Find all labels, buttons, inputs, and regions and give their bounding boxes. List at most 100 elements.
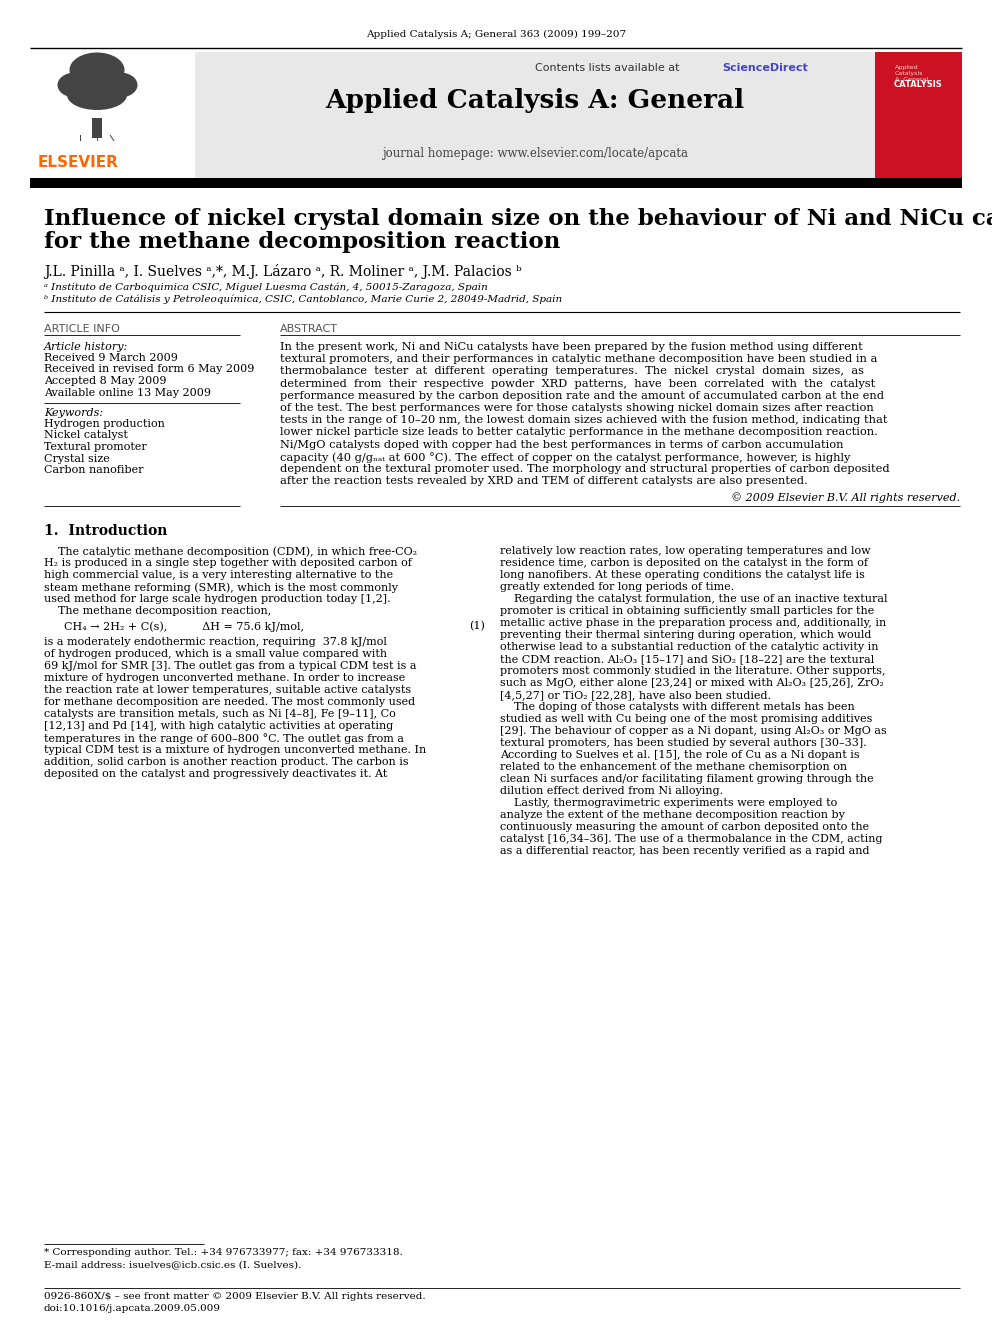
Text: Accepted 8 May 2009: Accepted 8 May 2009 xyxy=(44,376,167,386)
Text: CATALYSIS: CATALYSIS xyxy=(894,79,942,89)
Text: (1): (1) xyxy=(469,622,485,631)
Text: Textural promoter: Textural promoter xyxy=(44,442,147,452)
Text: 0926-860X/$ – see front matter © 2009 Elsevier B.V. All rights reserved.: 0926-860X/$ – see front matter © 2009 El… xyxy=(44,1293,426,1301)
Text: Received 9 March 2009: Received 9 March 2009 xyxy=(44,353,178,363)
Text: The doping of those catalysts with different metals has been: The doping of those catalysts with diffe… xyxy=(500,703,855,712)
Text: E-mail address: isuelves@icb.csic.es (I. Suelves).: E-mail address: isuelves@icb.csic.es (I.… xyxy=(44,1259,302,1269)
Text: Lastly, thermogravimetric experiments were employed to: Lastly, thermogravimetric experiments we… xyxy=(500,798,837,808)
Text: promoter is critical in obtaining sufficiently small particles for the: promoter is critical in obtaining suffic… xyxy=(500,606,874,617)
Text: Ni/MgO catalysts doped with copper had the best performances in terms of carbon : Ni/MgO catalysts doped with copper had t… xyxy=(280,439,843,450)
Text: Crystal size: Crystal size xyxy=(44,454,110,463)
Text: performance measured by the carbon deposition rate and the amount of accumulated: performance measured by the carbon depos… xyxy=(280,390,884,401)
Bar xyxy=(30,179,962,188)
Text: is a moderately endothermic reaction, requiring  37.8 kJ/mol: is a moderately endothermic reaction, re… xyxy=(44,638,387,647)
Text: for methane decomposition are needed. The most commonly used: for methane decomposition are needed. Th… xyxy=(44,697,415,708)
Text: ᵃ Instituto de Carboquimica CSIC, Miguel Luesma Castán, 4, 50015-Zaragoza, Spain: ᵃ Instituto de Carboquimica CSIC, Miguel… xyxy=(44,283,488,292)
Text: thermobalance  tester  at  different  operating  temperatures.  The  nickel  cry: thermobalance tester at different operat… xyxy=(280,366,864,377)
Text: addition, solid carbon is another reaction product. The carbon is: addition, solid carbon is another reacti… xyxy=(44,757,409,767)
Text: Applied Catalysis A: General: Applied Catalysis A: General xyxy=(325,89,745,112)
Text: Applied Catalysis A; General 363 (2009) 199–207: Applied Catalysis A; General 363 (2009) … xyxy=(366,30,626,40)
Text: continuously measuring the amount of carbon deposited onto the: continuously measuring the amount of car… xyxy=(500,823,869,832)
Bar xyxy=(30,52,193,179)
Text: relatively low reaction rates, low operating temperatures and low: relatively low reaction rates, low opera… xyxy=(500,546,871,557)
Text: as a differential reactor, has been recently verified as a rapid and: as a differential reactor, has been rece… xyxy=(500,847,870,856)
Text: 69 kJ/mol for SMR [3]. The outlet gas from a typical CDM test is a: 69 kJ/mol for SMR [3]. The outlet gas fr… xyxy=(44,662,417,671)
FancyArrow shape xyxy=(79,135,80,142)
Text: Nickel catalyst: Nickel catalyst xyxy=(44,430,128,441)
Text: dilution effect derived from Ni alloying.: dilution effect derived from Ni alloying… xyxy=(500,786,723,796)
Text: ABSTRACT: ABSTRACT xyxy=(280,324,338,333)
Ellipse shape xyxy=(69,53,125,87)
Text: analyze the extent of the methane decomposition reaction by: analyze the extent of the methane decomp… xyxy=(500,811,845,820)
Text: temperatures in the range of 600–800 °C. The outlet gas from a: temperatures in the range of 600–800 °C.… xyxy=(44,733,404,745)
Bar xyxy=(38,58,156,148)
Text: after the reaction tests revealed by XRD and TEM of different catalysts are also: after the reaction tests revealed by XRD… xyxy=(280,476,807,486)
Text: the reaction rate at lower temperatures, suitable active catalysts: the reaction rate at lower temperatures,… xyxy=(44,685,411,696)
Text: promoters most commonly studied in the literature. Other supports,: promoters most commonly studied in the l… xyxy=(500,667,886,676)
Text: Available online 13 May 2009: Available online 13 May 2009 xyxy=(44,388,211,397)
Text: © 2009 Elsevier B.V. All rights reserved.: © 2009 Elsevier B.V. All rights reserved… xyxy=(731,492,960,503)
Text: long nanofibers. At these operating conditions the catalyst life is: long nanofibers. At these operating cond… xyxy=(500,570,865,581)
Text: of the test. The best performances were for those catalysts showing nickel domai: of the test. The best performances were … xyxy=(280,404,874,413)
Text: determined  from  their  respective  powder  XRD  patterns,  have  been  correla: determined from their respective powder … xyxy=(280,378,875,389)
Text: Applied
Catalysis
A: General: Applied Catalysis A: General xyxy=(895,65,929,82)
Text: [12,13] and Pd [14], with high catalytic activities at operating: [12,13] and Pd [14], with high catalytic… xyxy=(44,721,393,732)
Text: lower nickel particle size leads to better catalytic performance in the methane : lower nickel particle size leads to bett… xyxy=(280,427,878,438)
Text: [4,5,27] or TiO₂ [22,28], have also been studied.: [4,5,27] or TiO₂ [22,28], have also been… xyxy=(500,691,771,700)
Text: doi:10.1016/j.apcata.2009.05.009: doi:10.1016/j.apcata.2009.05.009 xyxy=(44,1304,221,1312)
Text: deposited on the catalyst and progressively deactivates it. At: deposited on the catalyst and progressiv… xyxy=(44,770,387,779)
Text: preventing their thermal sintering during operation, which would: preventing their thermal sintering durin… xyxy=(500,630,871,640)
Text: According to Suelves et al. [15], the role of Cu as a Ni dopant is: According to Suelves et al. [15], the ro… xyxy=(500,750,860,761)
Text: [29]. The behaviour of copper as a Ni dopant, using Al₂O₃ or MgO as: [29]. The behaviour of copper as a Ni do… xyxy=(500,726,887,737)
Text: capacity (40 g/gₙₐₜ at 600 °C). The effect of copper on the catalyst performance: capacity (40 g/gₙₐₜ at 600 °C). The effe… xyxy=(280,451,850,463)
Text: The catalytic methane decomposition (CDM), in which free-CO₂: The catalytic methane decomposition (CDM… xyxy=(44,546,417,557)
Text: Article history:: Article history: xyxy=(44,343,128,352)
Text: journal homepage: www.elsevier.com/locate/apcata: journal homepage: www.elsevier.com/locat… xyxy=(382,147,688,160)
Text: dependent on the textural promoter used. The morphology and structural propertie: dependent on the textural promoter used.… xyxy=(280,464,890,474)
Text: Received in revised form 6 May 2009: Received in revised form 6 May 2009 xyxy=(44,365,254,374)
Text: otherwise lead to a substantial reduction of the catalytic activity in: otherwise lead to a substantial reductio… xyxy=(500,643,879,652)
Text: residence time, carbon is deposited on the catalyst in the form of: residence time, carbon is deposited on t… xyxy=(500,558,868,569)
Text: of hydrogen produced, which is a small value compared with: of hydrogen produced, which is a small v… xyxy=(44,650,387,659)
Text: Contents lists available at: Contents lists available at xyxy=(535,64,683,73)
Text: J.L. Pinilla ᵃ, I. Suelves ᵃ,*, M.J. Lázaro ᵃ, R. Moliner ᵃ, J.M. Palacios ᵇ: J.L. Pinilla ᵃ, I. Suelves ᵃ,*, M.J. Láz… xyxy=(44,265,522,279)
Text: for the methane decomposition reaction: for the methane decomposition reaction xyxy=(44,232,560,253)
Text: textural promoters, has been studied by several authors [30–33].: textural promoters, has been studied by … xyxy=(500,738,867,749)
Text: Carbon nanofiber: Carbon nanofiber xyxy=(44,464,144,475)
Text: 1.  Introduction: 1. Introduction xyxy=(44,524,168,538)
Text: H₂ is produced in a single step together with deposited carbon of: H₂ is produced in a single step together… xyxy=(44,558,412,569)
Bar xyxy=(875,52,962,179)
Text: greatly extended for long periods of time.: greatly extended for long periods of tim… xyxy=(500,582,734,593)
Text: Hydrogen production: Hydrogen production xyxy=(44,419,165,429)
Text: Regarding the catalyst formulation, the use of an inactive textural: Regarding the catalyst formulation, the … xyxy=(500,594,888,605)
Text: related to the enhancement of the methane chemisorption on: related to the enhancement of the methan… xyxy=(500,762,847,773)
Text: studied as well with Cu being one of the most promising additives: studied as well with Cu being one of the… xyxy=(500,714,872,725)
Text: clean Ni surfaces and/or facilitating filament growing through the: clean Ni surfaces and/or facilitating fi… xyxy=(500,774,874,785)
Text: textural promoters, and their performances in catalytic methane decomposition ha: textural promoters, and their performanc… xyxy=(280,355,877,364)
Bar xyxy=(195,52,875,179)
Ellipse shape xyxy=(102,73,138,98)
Text: ᵇ Instituto de Catálisis y Petroleoquímica, CSIC, Cantoblanco, Marie Curie 2, 28: ᵇ Instituto de Catálisis y Petroleoquími… xyxy=(44,295,562,304)
Text: ScienceDirect: ScienceDirect xyxy=(722,64,807,73)
Bar xyxy=(92,118,102,138)
Text: ARTICLE INFO: ARTICLE INFO xyxy=(44,324,120,333)
Text: mixture of hydrogen unconverted methane. In order to increase: mixture of hydrogen unconverted methane.… xyxy=(44,673,406,684)
Ellipse shape xyxy=(67,79,127,110)
Ellipse shape xyxy=(58,73,92,98)
Text: catalysts are transition metals, such as Ni [4–8], Fe [9–11], Co: catalysts are transition metals, such as… xyxy=(44,709,396,720)
Text: Keywords:: Keywords: xyxy=(44,407,103,418)
Text: steam methane reforming (SMR), which is the most commonly: steam methane reforming (SMR), which is … xyxy=(44,582,398,593)
Text: high commercial value, is a very interesting alternative to the: high commercial value, is a very interes… xyxy=(44,570,393,581)
Text: In the present work, Ni and NiCu catalysts have been prepared by the fusion meth: In the present work, Ni and NiCu catalys… xyxy=(280,343,863,352)
Text: catalyst [16,34–36]. The use of a thermobalance in the CDM, acting: catalyst [16,34–36]. The use of a thermo… xyxy=(500,835,883,844)
Text: typical CDM test is a mixture of hydrogen unconverted methane. In: typical CDM test is a mixture of hydroge… xyxy=(44,745,427,755)
Text: used method for large scale hydrogen production today [1,2].: used method for large scale hydrogen pro… xyxy=(44,594,391,605)
Text: ELSEVIER: ELSEVIER xyxy=(38,155,119,169)
Text: the CDM reaction. Al₂O₃ [15–17] and SiO₂ [18–22] are the textural: the CDM reaction. Al₂O₃ [15–17] and SiO₂… xyxy=(500,655,874,664)
Text: * Corresponding author. Tel.: +34 976733977; fax: +34 976733318.: * Corresponding author. Tel.: +34 976733… xyxy=(44,1248,403,1257)
Text: such as MgO, either alone [23,24] or mixed with Al₂O₃ [25,26], ZrO₂: such as MgO, either alone [23,24] or mix… xyxy=(500,679,884,688)
FancyArrow shape xyxy=(109,135,114,142)
FancyArrow shape xyxy=(96,135,97,142)
Text: tests in the range of 10–20 nm, the lowest domain sizes achieved with the fusion: tests in the range of 10–20 nm, the lowe… xyxy=(280,415,888,425)
Text: Influence of nickel crystal domain size on the behaviour of Ni and NiCu catalyst: Influence of nickel crystal domain size … xyxy=(44,208,992,230)
